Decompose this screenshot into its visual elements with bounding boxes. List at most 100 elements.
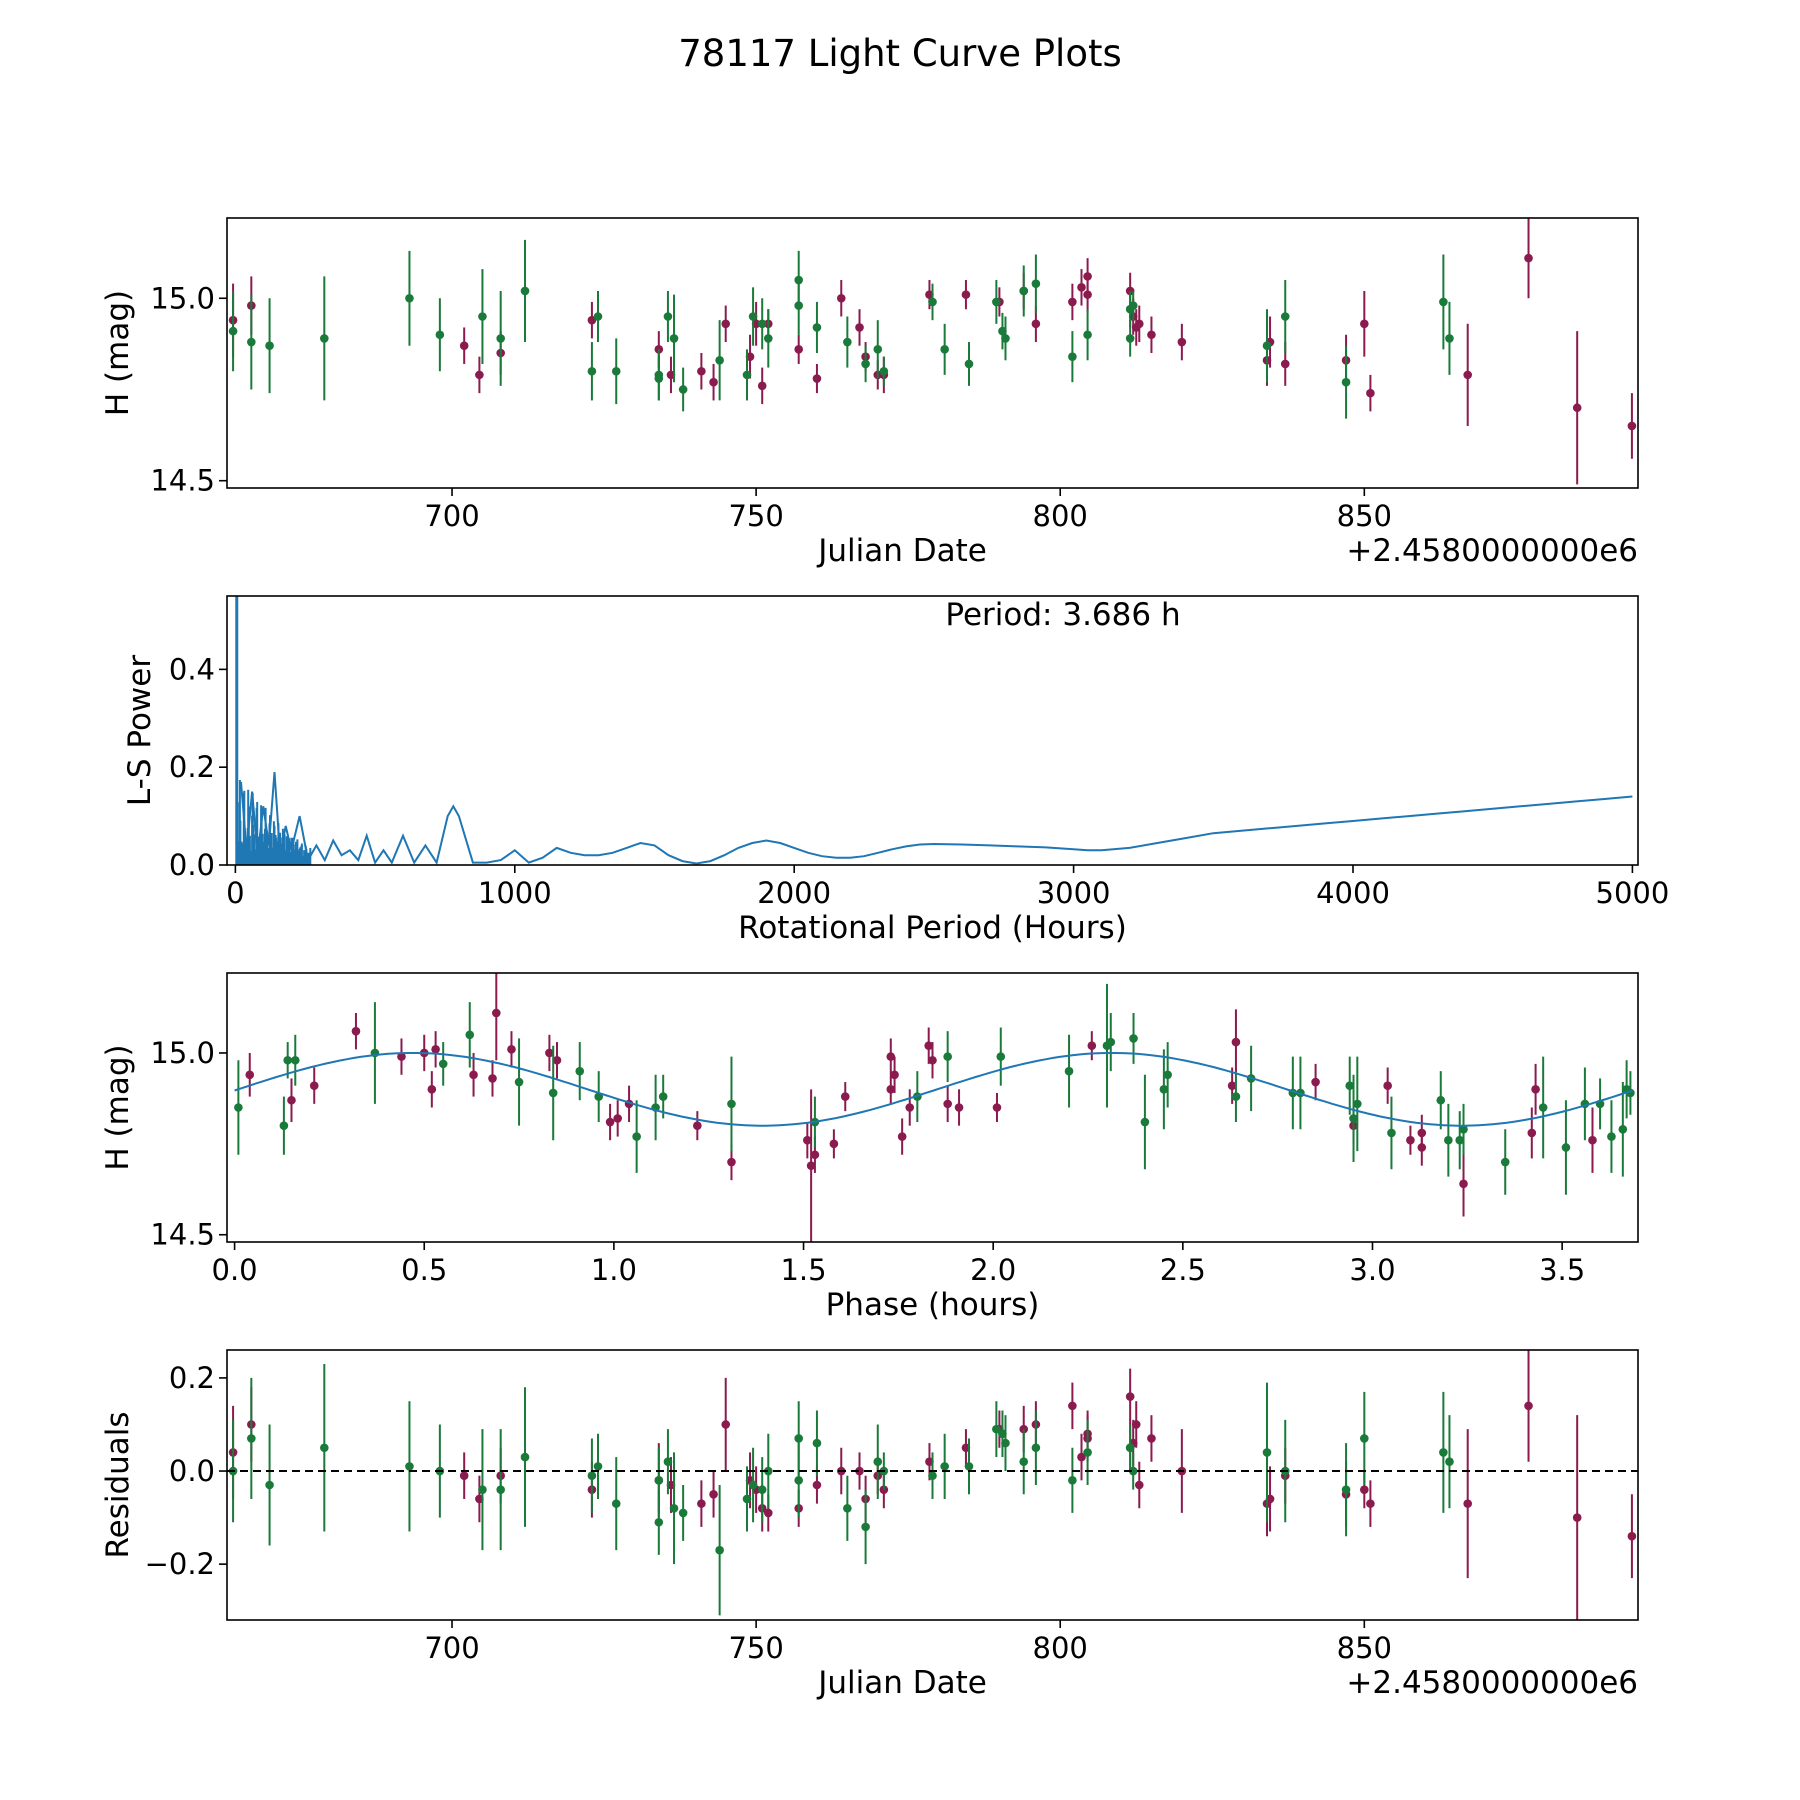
y-tick-label: 0.2 [169, 750, 215, 784]
data-point [954, 1103, 964, 1112]
data-point [1068, 1401, 1077, 1411]
data-point [812, 323, 822, 332]
data-point [1068, 1476, 1077, 1485]
data-point [940, 345, 949, 354]
data-point [1147, 1434, 1156, 1443]
data-point [1134, 1480, 1144, 1490]
data-point [405, 1462, 414, 1471]
data-point [1280, 312, 1290, 321]
data-point [1360, 1434, 1369, 1443]
data-point [943, 1052, 952, 1061]
data-point [1068, 297, 1077, 307]
y-axis-label: H (mag) [100, 290, 136, 416]
data-point [928, 297, 937, 307]
y-tick-label: 0.2 [169, 1361, 215, 1395]
panel-periodogram: Period: 3.686 h 0 1000 2000 3000 4000 5000 0.0 0… [122, 595, 1669, 946]
data-point [1538, 1103, 1548, 1112]
data-point [247, 1434, 256, 1443]
axes-frame [226, 972, 1639, 1243]
data-point [709, 377, 718, 387]
data-point [757, 1485, 767, 1494]
data-point [247, 337, 256, 347]
x-axis-offset-label: +2.4580000000e6 [1346, 1665, 1638, 1701]
data-point [748, 1480, 758, 1490]
data-point [1353, 1099, 1362, 1109]
data-point [897, 1132, 907, 1141]
data-point [654, 1476, 664, 1485]
data-point [234, 1103, 243, 1112]
data-point [488, 1074, 497, 1083]
x-tick-label: 2000 [757, 876, 831, 910]
data-point [715, 355, 724, 365]
x-axis-label: Julian Date [816, 533, 987, 569]
x-tick-label: 700 [424, 499, 479, 533]
plot-area [227, 1350, 1638, 1620]
y-tick-label: −0.2 [145, 1547, 215, 1581]
data-point [669, 334, 679, 343]
data-point [1163, 1070, 1172, 1080]
data-point [1341, 1485, 1351, 1494]
data-point [587, 1471, 597, 1480]
data-point [840, 1092, 850, 1101]
data-point [1262, 341, 1272, 351]
data-point [1360, 319, 1369, 329]
series-g-band [228, 1363, 1454, 1616]
data-point [1445, 1457, 1454, 1467]
data-point [287, 1095, 296, 1105]
data-point [1262, 1448, 1272, 1457]
data-point [1500, 1157, 1510, 1167]
data-point [1531, 1085, 1540, 1094]
data-point [1083, 1448, 1092, 1457]
panel-residuals: 700 750 800 850 −0.2 0.0 0.2 Julian Date Residua… [100, 1349, 1639, 1701]
data-point [996, 1052, 1006, 1061]
data-point [1345, 1081, 1355, 1090]
data-point [678, 1508, 688, 1518]
data-point [1064, 1066, 1074, 1076]
data-point [1129, 1034, 1138, 1043]
data-point [507, 1045, 516, 1054]
data-point [1083, 290, 1092, 299]
y-tick-label: 0.0 [169, 1454, 215, 1488]
data-point [1106, 1037, 1116, 1047]
y-axis-label: Residuals [100, 1411, 136, 1558]
x-axis-label: Phase (hours) [826, 1287, 1040, 1323]
data-point [836, 293, 846, 303]
x-tick-label: 800 [1033, 499, 1088, 533]
panel-light-curve: 700 750 800 850 14.5 15.0 Julian Date H (mag) +2… [100, 217, 1639, 569]
data-point [1463, 370, 1473, 380]
data-point [812, 374, 822, 383]
data-point [1588, 1135, 1597, 1145]
data-point [654, 1517, 664, 1527]
data-point [1231, 1092, 1241, 1101]
data-point [1383, 1081, 1392, 1090]
data-point [873, 1457, 883, 1467]
x-tick-label: 0.5 [401, 1253, 447, 1287]
data-point [496, 1485, 505, 1494]
data-point [309, 1081, 319, 1090]
x-tick-label: 2.0 [970, 1253, 1016, 1287]
data-point [1159, 1085, 1169, 1094]
data-point [1439, 297, 1448, 307]
data-point [611, 366, 621, 376]
data-point [721, 319, 731, 329]
data-point [1444, 1135, 1453, 1145]
data-point [1125, 1392, 1135, 1401]
data-point [1031, 1443, 1041, 1453]
data-point [1561, 1143, 1571, 1152]
data-point [861, 1522, 870, 1532]
data-point [265, 341, 274, 351]
panel-phased-light-curve: 0.0 0.5 1.0 1.5 2.0 2.5 3.0 3.5 14.5 15.0 Phase (h… [100, 972, 1639, 1323]
data-point [992, 297, 1001, 307]
data-point [1387, 1128, 1396, 1138]
x-tick-label: 800 [1033, 1631, 1088, 1665]
data-point [1131, 1420, 1141, 1429]
data-point [475, 370, 484, 380]
data-point [757, 319, 767, 329]
data-point [1406, 1135, 1415, 1145]
data-point [1177, 337, 1187, 347]
data-point [709, 1490, 718, 1499]
data-point [998, 326, 1007, 336]
data-point [663, 312, 673, 321]
axes-frame [226, 217, 1639, 489]
x-axis-label: Rotational Period (Hours) [738, 910, 1127, 946]
